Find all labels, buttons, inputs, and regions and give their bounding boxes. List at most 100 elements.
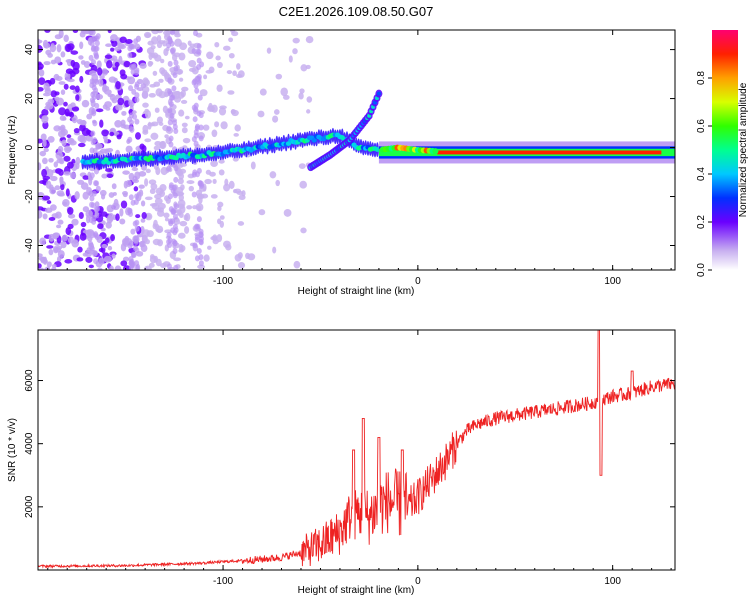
noise-speckle	[131, 110, 137, 115]
noise-speckle	[218, 169, 225, 176]
noise-speckle	[46, 261, 52, 268]
noise-speckle	[97, 67, 103, 76]
noise-speckle	[56, 224, 62, 229]
noise-streak	[92, 147, 98, 154]
noise-streak	[166, 263, 172, 270]
noise-speckle	[234, 124, 241, 132]
noise-streak	[128, 112, 134, 119]
noise-speckle	[156, 41, 163, 49]
noise-speckle	[50, 90, 58, 98]
noise-speckle	[121, 110, 127, 116]
noise-speckle	[157, 202, 166, 210]
noise-speckle	[51, 266, 57, 270]
noise-streak	[196, 248, 202, 255]
noise-speckle	[148, 92, 156, 98]
noise-streak	[173, 227, 179, 234]
noise-speckle	[43, 147, 49, 153]
noise-speckle	[237, 70, 245, 78]
noise-streak	[134, 92, 140, 99]
noise-speckle	[149, 188, 156, 195]
noise-speckle	[275, 73, 283, 80]
noise-speckle	[71, 218, 79, 226]
noise-speckle	[81, 127, 90, 137]
noise-speckle	[54, 34, 62, 40]
noise-speckle	[178, 109, 185, 117]
colorbar: 0.0 0.2 0.4 0.6 0.8 Normalized spectral ampl…	[696, 30, 749, 277]
noise-speckle	[120, 260, 128, 267]
noise-speckle	[99, 119, 104, 128]
noise-speckle	[44, 89, 52, 94]
noise-speckle	[230, 109, 235, 115]
noise-speckle	[39, 150, 47, 157]
noise-speckle	[39, 256, 47, 263]
noise-speckle	[104, 54, 113, 59]
noise-speckle	[77, 246, 83, 253]
noise-speckle	[114, 119, 122, 128]
noise-speckle	[67, 207, 74, 215]
colorbar-tick-label: 0.0	[696, 263, 707, 277]
noise-speckle	[68, 213, 76, 219]
noise-speckle	[39, 237, 46, 246]
noise-speckle	[98, 78, 104, 87]
noise-speckle	[38, 61, 42, 66]
noise-speckle	[38, 206, 44, 211]
noise-speckle	[75, 94, 80, 101]
noise-speckle	[110, 233, 116, 242]
noise-streak	[171, 208, 177, 215]
noise-speckle	[157, 239, 164, 247]
noise-speckle	[78, 212, 84, 219]
noise-streak	[194, 234, 200, 241]
noise-streak	[129, 101, 135, 108]
noise-speckle	[152, 70, 158, 76]
noise-streak	[169, 112, 175, 119]
noise-speckle	[232, 188, 238, 194]
noise-speckle	[42, 213, 48, 220]
noise-speckle	[125, 39, 133, 44]
noise-speckle	[298, 92, 304, 100]
noise-speckle	[104, 101, 112, 108]
noise-speckle	[186, 180, 195, 185]
noise-speckle	[76, 257, 84, 262]
y-tick-label: 2000	[24, 495, 35, 518]
noise-streak	[195, 48, 201, 55]
noise-speckle	[97, 267, 103, 270]
noise-speckle	[158, 122, 164, 126]
noise-speckle	[69, 171, 77, 179]
noise-speckle	[41, 115, 49, 124]
noise-speckle	[38, 39, 43, 44]
noise-speckle	[123, 60, 131, 68]
noise-streak	[198, 124, 204, 131]
noise-speckle	[101, 68, 109, 76]
noise-speckle	[38, 138, 43, 144]
noise-speckle	[125, 145, 133, 154]
noise-speckle	[75, 156, 81, 165]
noise-speckle	[99, 148, 108, 154]
noise-speckle	[140, 83, 147, 89]
noise-speckle	[282, 94, 290, 100]
noise-speckle	[162, 40, 168, 47]
noise-speckle	[210, 194, 218, 199]
noise-speckle	[205, 169, 212, 175]
noise-speckle	[195, 203, 204, 212]
noise-speckle	[188, 185, 194, 192]
noise-speckle	[72, 67, 80, 75]
noise-speckle	[192, 205, 198, 210]
ridge-core-red	[437, 150, 662, 155]
noise-streak	[93, 258, 99, 265]
noise-speckle	[97, 223, 104, 230]
y-tick-label: 6000	[24, 369, 35, 392]
noise-speckle	[123, 124, 130, 130]
noise-speckle	[116, 134, 122, 140]
noise-speckle	[61, 234, 69, 242]
noise-speckle	[117, 97, 125, 106]
noise-speckle	[272, 115, 279, 123]
noise-speckle	[67, 137, 74, 143]
noise-streak	[168, 135, 174, 142]
noise-speckle	[107, 93, 114, 98]
noise-speckle	[144, 110, 152, 119]
noise-speckle	[237, 252, 243, 259]
noise-speckle	[207, 105, 215, 112]
noise-speckle	[122, 265, 131, 270]
noise-speckle	[150, 53, 156, 58]
